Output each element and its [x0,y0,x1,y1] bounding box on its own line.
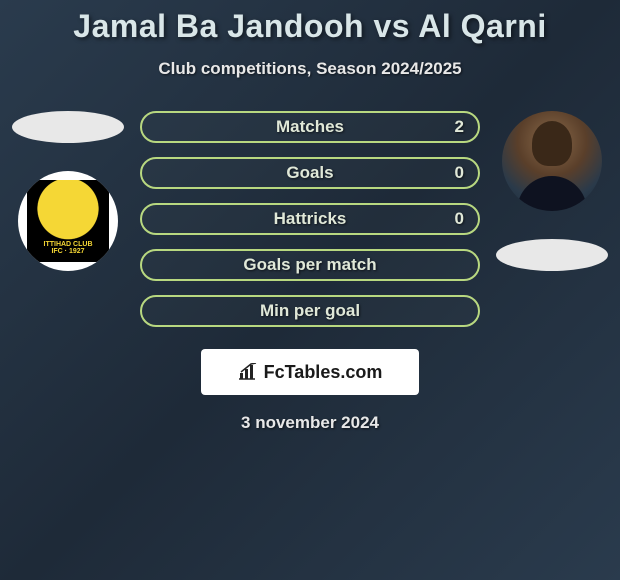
player-photo [502,111,602,211]
chart-icon [238,363,258,381]
date-text: 3 november 2024 [0,413,620,433]
page-title: Jamal Ba Jandooh vs Al Qarni [0,8,620,45]
stat-row-goals-per-match: Goals per match [140,249,480,281]
stat-value: 0 [455,209,464,229]
stats-area: ITTIHAD CLUB IFC · 1927 Matches 2 Goals … [0,111,620,327]
right-column [492,111,612,299]
stat-label: Matches [276,117,344,137]
stat-row-matches: Matches 2 [140,111,480,143]
stat-label: Goals [286,163,333,183]
logo-box: FcTables.com [201,349,419,395]
left-column: ITTIHAD CLUB IFC · 1927 [8,111,128,271]
badge-line2: IFC · 1927 [51,248,84,255]
stat-value: 0 [455,163,464,183]
club-badge: ITTIHAD CLUB IFC · 1927 [18,171,118,271]
right-oval-placeholder [496,239,608,271]
infographic-container: Jamal Ba Jandooh vs Al Qarni Club compet… [0,0,620,580]
left-oval-placeholder [12,111,124,143]
stat-row-goals: Goals 0 [140,157,480,189]
logo-text: FcTables.com [264,362,383,383]
stat-value: 2 [455,117,464,137]
stat-row-min-per-goal: Min per goal [140,295,480,327]
stat-row-hattricks: Hattricks 0 [140,203,480,235]
stat-label: Hattricks [274,209,347,229]
stat-rows: Matches 2 Goals 0 Hattricks 0 Goals per … [140,111,480,327]
subtitle: Club competitions, Season 2024/2025 [0,59,620,79]
stat-label: Goals per match [243,255,376,275]
badge-line1: ITTIHAD CLUB [44,241,93,248]
club-badge-inner: ITTIHAD CLUB IFC · 1927 [27,180,109,262]
club-badge-text: ITTIHAD CLUB IFC · 1927 [44,241,93,262]
stat-label: Min per goal [260,301,360,321]
